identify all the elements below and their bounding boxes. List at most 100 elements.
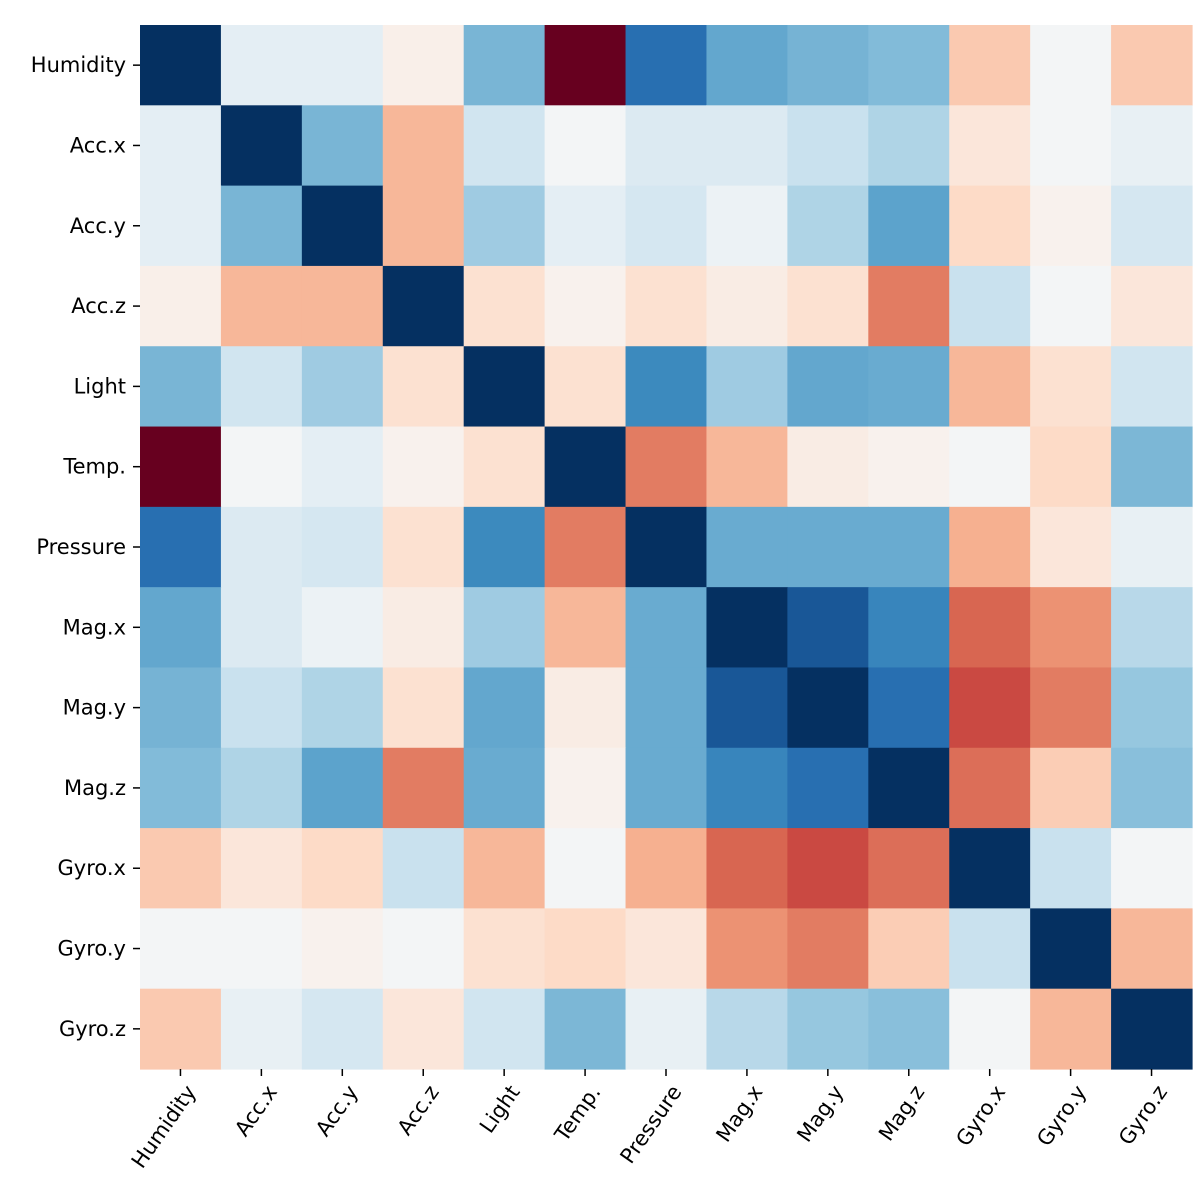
heatmap-cell (625, 506, 708, 588)
heatmap-cell (1030, 506, 1112, 588)
heatmap-cell (140, 908, 222, 990)
x-tick-label: Light (475, 1081, 525, 1138)
heatmap-cell (382, 506, 465, 588)
heatmap-cell (382, 828, 465, 909)
heatmap-cell (1030, 185, 1112, 267)
heatmap-cell (868, 185, 950, 267)
heatmap-cell (220, 988, 303, 1070)
heatmap-cell (301, 908, 384, 990)
heatmap-cell (220, 346, 303, 428)
heatmap-cell (625, 426, 708, 508)
heatmap-cell (463, 265, 546, 347)
heatmap-cell (220, 426, 303, 508)
heatmap-cell (544, 587, 627, 669)
y-tick-label: Gyro.z (59, 1017, 126, 1041)
heatmap-cell (544, 185, 627, 267)
heatmap-cell (625, 105, 708, 187)
heatmap-cell (463, 667, 546, 749)
heatmap-cell (382, 185, 465, 267)
heatmap-cell (1111, 667, 1193, 749)
heatmap-cell (382, 265, 465, 347)
heatmap-cell (544, 747, 627, 829)
heatmap-cell (1111, 426, 1193, 508)
heatmap-cell (544, 506, 627, 588)
heatmap-cell (706, 105, 788, 187)
y-tick-label: Acc.z (71, 294, 126, 318)
heatmap-cells (140, 25, 1193, 1070)
heatmap-cell (463, 988, 546, 1070)
heatmap-cell (382, 908, 465, 990)
heatmap-cell (544, 908, 627, 990)
heatmap-cell (949, 346, 1031, 428)
heatmap-cell (140, 265, 222, 347)
heatmap-cell (625, 908, 708, 990)
heatmap-cell (140, 105, 222, 187)
y-tick-label: Light (74, 374, 126, 398)
heatmap-cell (1111, 265, 1193, 347)
heatmap-cell (220, 747, 303, 829)
y-tick-label: Humidity (31, 53, 126, 77)
x-tick-label: Humidity (127, 1081, 201, 1173)
y-axis: Humidity Acc.x Acc.y Acc.z Light Temp. Pressur… (31, 53, 140, 1041)
heatmap-cell (301, 265, 384, 347)
x-tick-label: Pressure (615, 1081, 686, 1168)
heatmap-cell (1030, 346, 1112, 428)
heatmap-cell (868, 346, 950, 428)
heatmap-cell (382, 747, 465, 829)
heatmap-cell (625, 265, 708, 347)
heatmap-cell (625, 988, 708, 1070)
heatmap-cell (625, 346, 708, 428)
heatmap-cell (868, 506, 950, 588)
x-tick-label: Mag.y (792, 1081, 848, 1147)
heatmap-cell (625, 747, 708, 829)
y-tick-label: Acc.x (70, 133, 126, 157)
x-tick-label: Gyro.z (1114, 1081, 1172, 1150)
x-tick-label: Acc.x (230, 1081, 282, 1141)
heatmap-cell (382, 988, 465, 1070)
heatmap-cell (382, 667, 465, 749)
heatmap-cell (220, 185, 303, 267)
heatmap-cell (868, 265, 950, 347)
y-tick-label: Gyro.x (58, 856, 126, 880)
heatmap-cell (140, 587, 222, 669)
x-tick-label: Gyro.y (1032, 1081, 1091, 1151)
heatmap-cell (706, 988, 788, 1070)
heatmap-cell (140, 426, 222, 508)
heatmap-cell (787, 105, 869, 187)
heatmap-cell (382, 426, 465, 508)
heatmap-cell (1030, 828, 1112, 909)
heatmap-cell (463, 25, 546, 106)
heatmap-cell (301, 185, 384, 267)
heatmap-cell (706, 828, 788, 909)
heatmap-cell (140, 346, 222, 428)
heatmap-cell (220, 105, 303, 187)
heatmap-cell (949, 587, 1031, 669)
heatmap-cell (868, 105, 950, 187)
heatmap-cell (463, 185, 546, 267)
heatmap-cell (301, 105, 384, 187)
x-tick-label: Gyro.x (951, 1081, 1010, 1151)
heatmap-cell (220, 506, 303, 588)
heatmap-cell (706, 667, 788, 749)
heatmap-cell (544, 828, 627, 909)
heatmap-cell (787, 667, 869, 749)
heatmap-cell (220, 828, 303, 909)
heatmap-cell (140, 25, 222, 106)
heatmap-cell (382, 346, 465, 428)
heatmap-cell (544, 25, 627, 106)
heatmap-cell (625, 828, 708, 909)
heatmap-cell (706, 506, 788, 588)
heatmap-cell (382, 587, 465, 669)
heatmap-cell (140, 828, 222, 909)
heatmap-cell (868, 667, 950, 749)
heatmap-cell (140, 988, 222, 1070)
heatmap-cell (1111, 105, 1193, 187)
heatmap-cell (1030, 587, 1112, 669)
heatmap-cell (1030, 988, 1112, 1070)
heatmap-cell (1111, 587, 1193, 669)
heatmap-cell (463, 908, 546, 990)
heatmap-cell (1111, 908, 1193, 990)
heatmap-cell (625, 185, 708, 267)
heatmap-cell (868, 587, 950, 669)
